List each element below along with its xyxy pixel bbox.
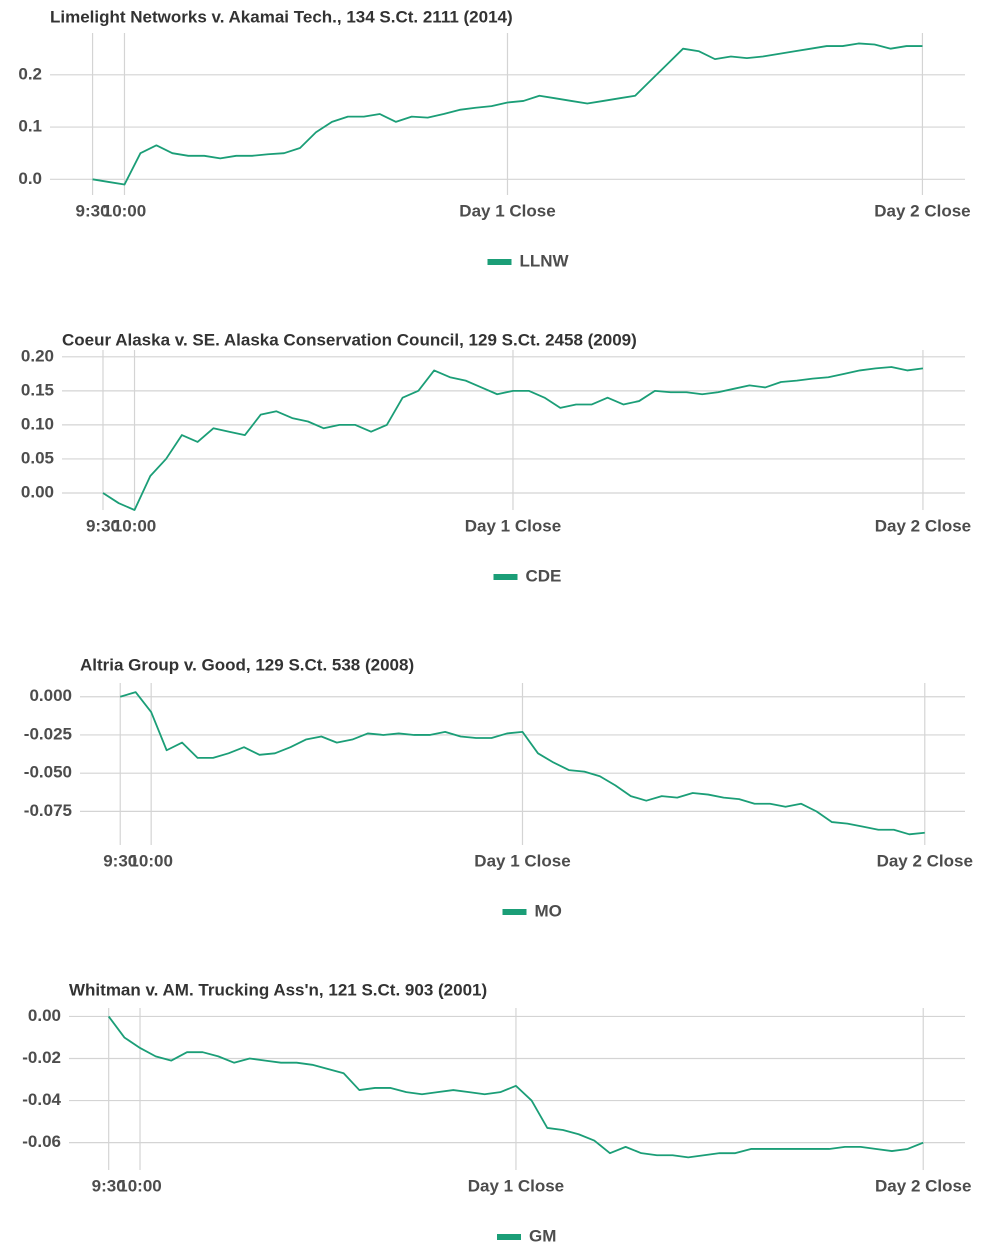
legend-label: GM bbox=[529, 1226, 556, 1245]
x-tick-label: 10:00 bbox=[118, 1176, 161, 1195]
x-tick-label: Day 1 Close bbox=[459, 201, 555, 220]
x-tick-label: 10:00 bbox=[129, 851, 172, 870]
y-tick-label: -0.025 bbox=[24, 724, 72, 743]
x-tick-label: Day 1 Close bbox=[465, 516, 561, 535]
x-tick-label: 10:00 bbox=[113, 516, 156, 535]
y-tick-label: -0.06 bbox=[22, 1132, 61, 1151]
y-tick-label: -0.050 bbox=[24, 763, 72, 782]
y-tick-label: 0.00 bbox=[21, 482, 54, 501]
legend-label: LLNW bbox=[520, 251, 570, 270]
y-tick-label: 0.20 bbox=[21, 346, 54, 365]
x-tick-label: 9:30 bbox=[92, 1176, 126, 1195]
series-line bbox=[119, 691, 925, 836]
x-tick-label: 9:30 bbox=[76, 201, 110, 220]
y-tick-label: 0.0 bbox=[18, 169, 42, 188]
y-tick-label: 0.00 bbox=[28, 1006, 61, 1025]
x-tick-label: 9:30 bbox=[86, 516, 120, 535]
series-line bbox=[102, 366, 924, 511]
y-tick-label: 0.15 bbox=[21, 380, 54, 399]
legend-label: MO bbox=[535, 901, 562, 920]
legend-swatch bbox=[487, 259, 512, 265]
y-tick-label: 0.1 bbox=[18, 117, 42, 136]
chart-title: Limelight Networks v. Akamai Tech., 134 … bbox=[50, 7, 513, 26]
chart-title: Whitman v. AM. Trucking Ass'n, 121 S.Ct.… bbox=[69, 980, 487, 999]
chart-title: Coeur Alaska v. SE. Alaska Conservation … bbox=[62, 330, 637, 349]
y-tick-label: -0.02 bbox=[22, 1048, 61, 1067]
chart-title: Altria Group v. Good, 129 S.Ct. 538 (200… bbox=[80, 655, 414, 674]
x-tick-label: Day 1 Close bbox=[474, 851, 570, 870]
x-tick-label: Day 2 Close bbox=[877, 851, 973, 870]
x-tick-label: 9:30 bbox=[103, 851, 137, 870]
series-line bbox=[107, 1015, 924, 1159]
series-line bbox=[92, 42, 923, 186]
y-tick-label: -0.075 bbox=[24, 801, 72, 820]
x-tick-label: Day 2 Close bbox=[875, 516, 971, 535]
legend-label: CDE bbox=[526, 566, 562, 585]
y-tick-label: -0.04 bbox=[22, 1090, 61, 1109]
legend-swatch bbox=[493, 574, 518, 580]
x-tick-label: Day 2 Close bbox=[874, 201, 970, 220]
legend-swatch bbox=[497, 1234, 521, 1240]
y-tick-label: 0.2 bbox=[18, 64, 42, 83]
y-tick-label: 0.000 bbox=[29, 686, 72, 705]
x-tick-label: Day 2 Close bbox=[875, 1176, 971, 1195]
legend-swatch bbox=[502, 909, 527, 915]
x-tick-label: Day 1 Close bbox=[468, 1176, 564, 1195]
x-tick-label: 10:00 bbox=[103, 201, 146, 220]
y-tick-label: 0.10 bbox=[21, 414, 54, 433]
y-tick-label: 0.05 bbox=[21, 448, 54, 467]
